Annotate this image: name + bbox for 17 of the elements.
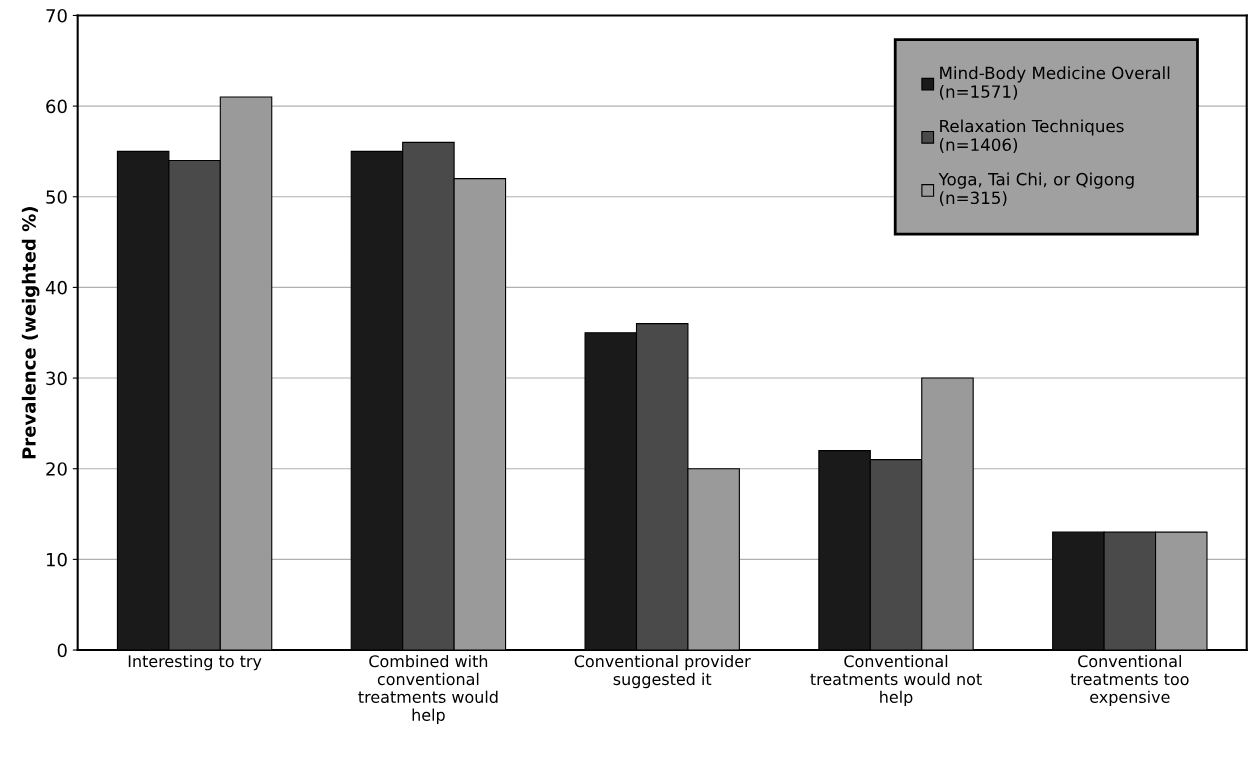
x-tick-label: Conventional treatments would not help <box>810 654 982 707</box>
y-tick-label: 70 <box>46 8 67 23</box>
y-tick-label: 10 <box>46 552 67 567</box>
legend-label: Mind-Body Medicine Overall (n=1571) <box>939 66 1170 100</box>
x-tick-label: Conventional provider suggested it <box>574 654 751 689</box>
y-axis-title: Prevalence (weighted %) <box>21 207 40 459</box>
y-tick-label: 50 <box>46 190 67 204</box>
y-tick-label: 30 <box>46 371 67 386</box>
legend-label: Relaxation Techniques (n=1406) <box>939 119 1124 153</box>
x-tick-label: Combined with conventional treatments would help <box>358 654 498 724</box>
y-tick-label: 40 <box>45 280 67 295</box>
y-tick-label: 20 <box>46 462 67 476</box>
y-tick-label: 0 <box>57 643 67 658</box>
x-tick-label: Interesting to try <box>128 654 262 671</box>
y-tick-label: 60 <box>46 99 67 114</box>
legend-label: Yoga, Tai Chi, or Qigong (n=315) <box>938 172 1134 207</box>
x-tick-label: Conventional treatments too expensive <box>1070 654 1189 707</box>
